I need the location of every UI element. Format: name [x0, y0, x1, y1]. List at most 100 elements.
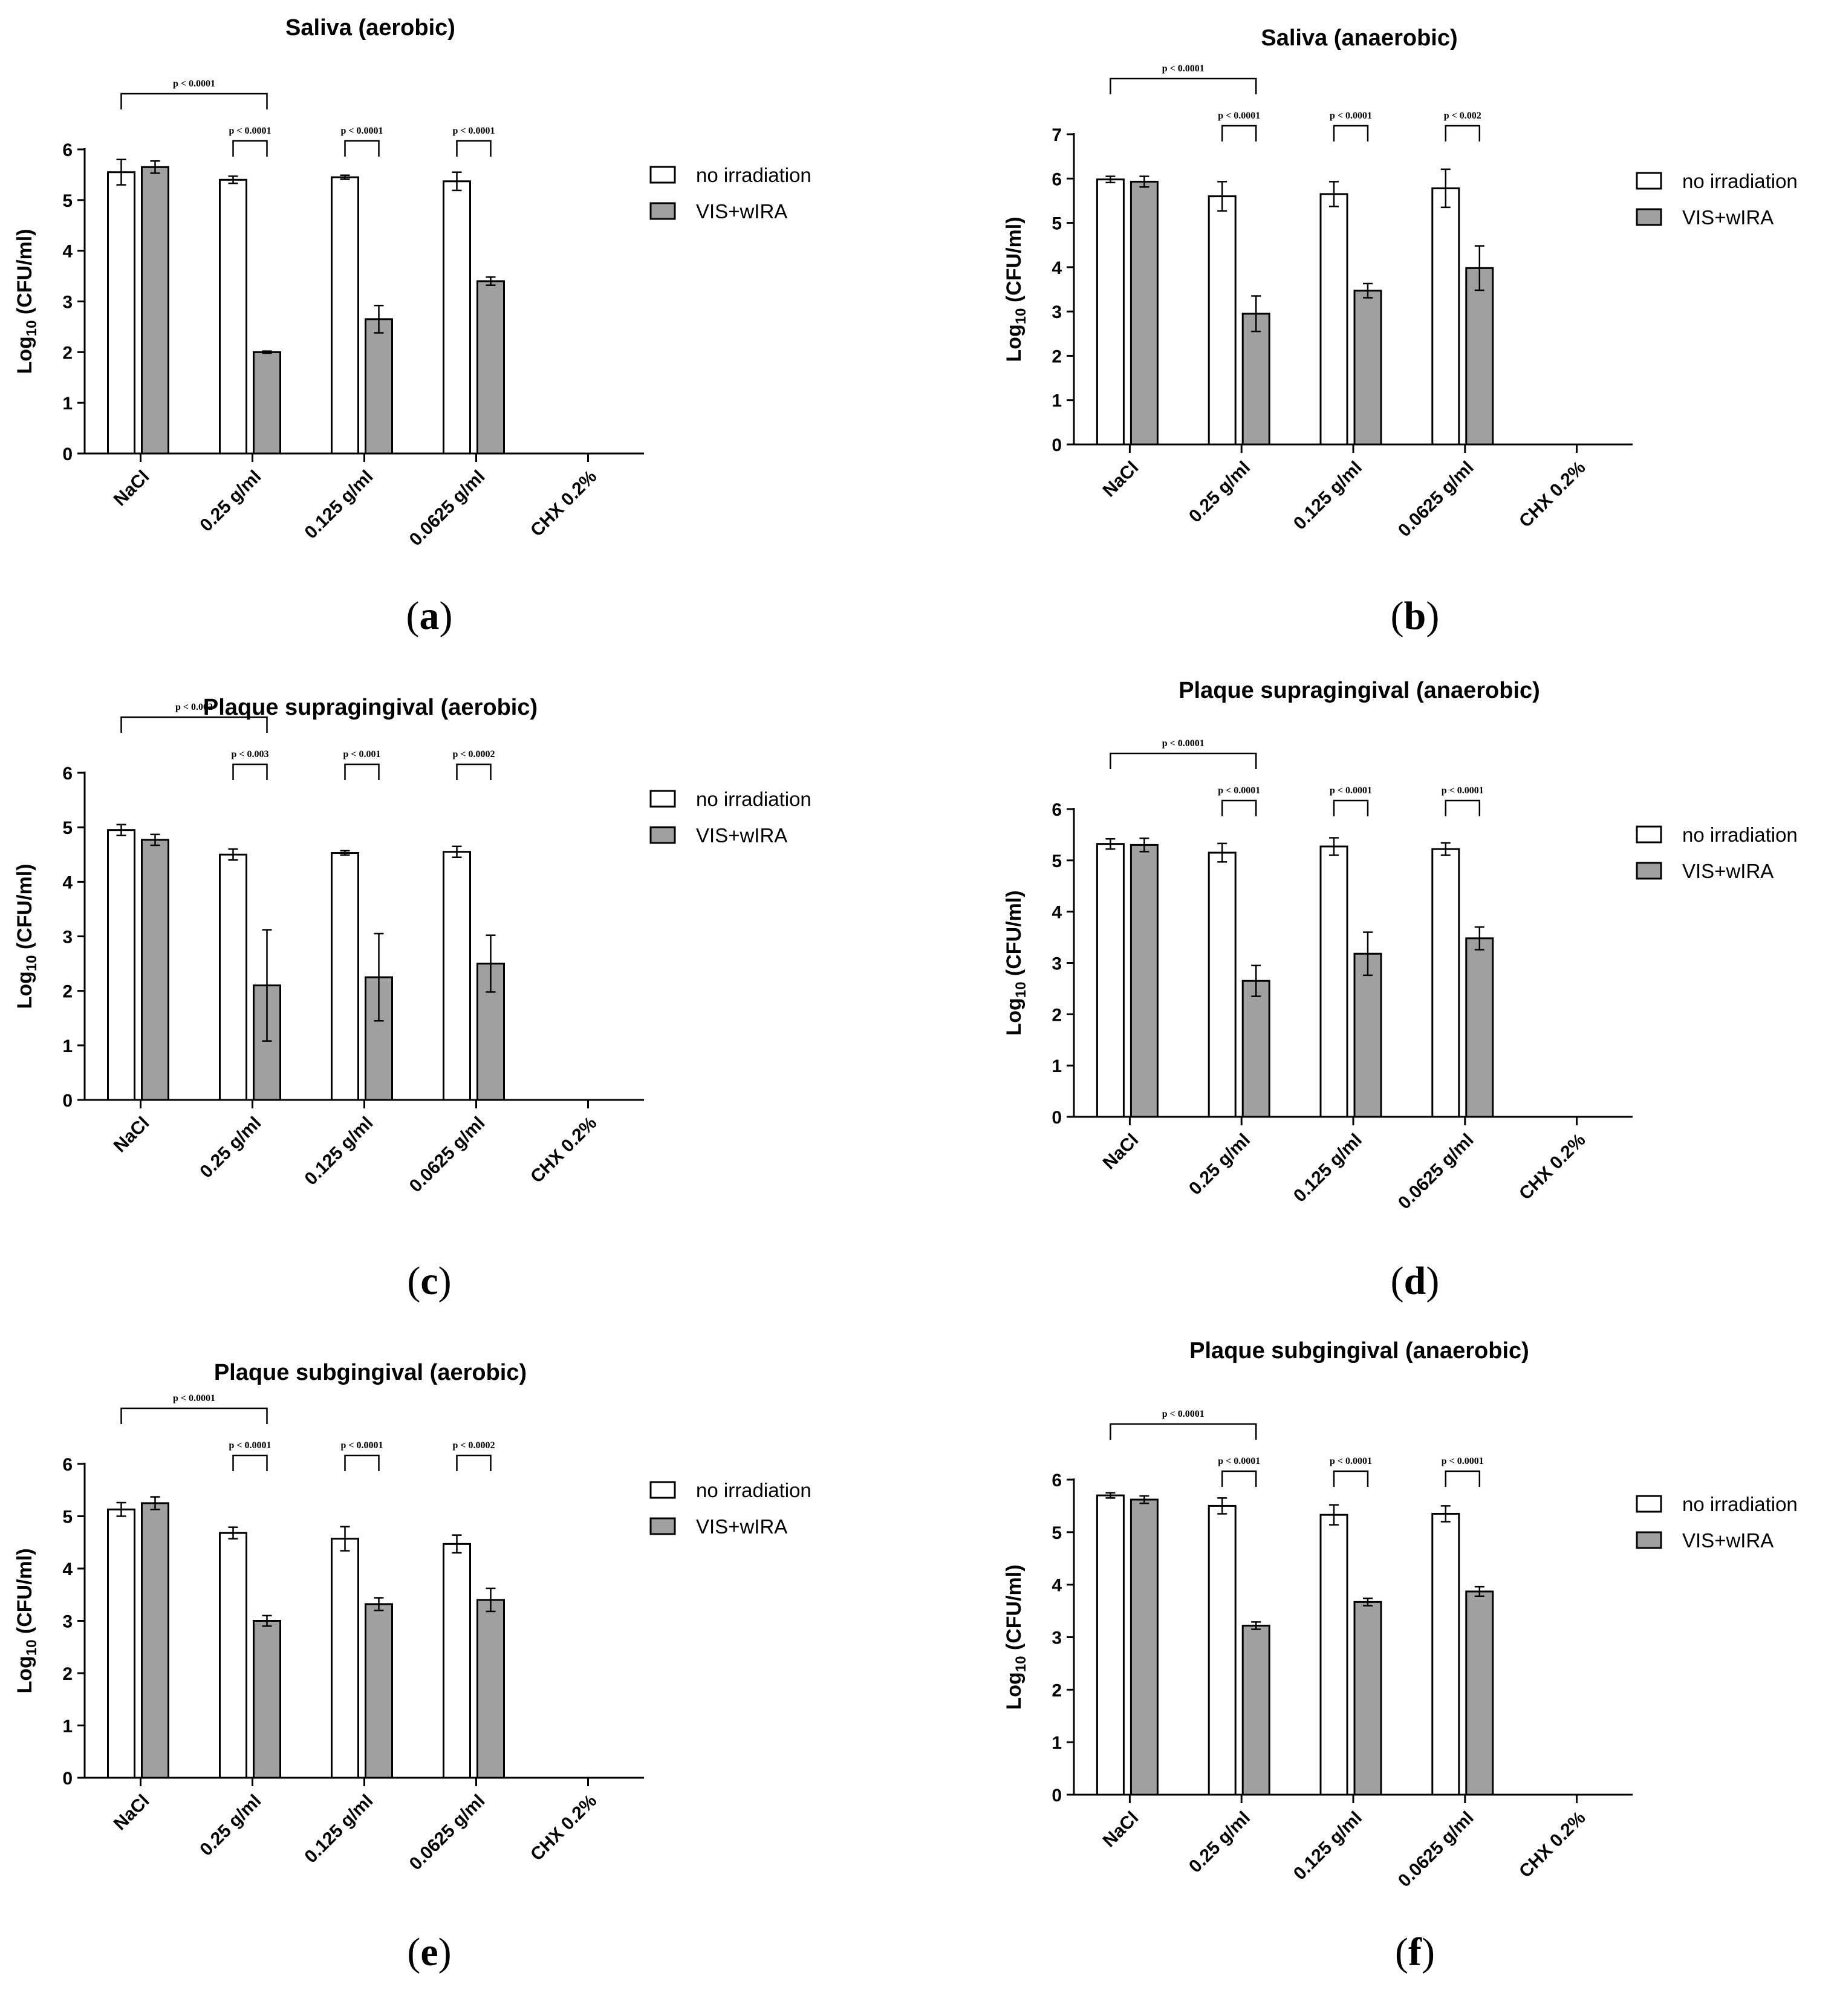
x-tick-label: 0.0625 g/ml — [406, 467, 489, 550]
x-tick-label: CHX 0.2% — [527, 1791, 600, 1865]
p-value-label: p < 0.0001 — [340, 126, 383, 136]
significance-bracket — [1445, 1470, 1481, 1487]
p-value-label: p < 0.0002 — [452, 1440, 495, 1451]
legend-label: VIS+wIRA — [1682, 206, 1774, 229]
y-tick-label: 2 — [62, 1664, 73, 1684]
legend-swatch — [1636, 208, 1662, 226]
bar-no-irradiation — [1208, 195, 1237, 446]
p-value-label: p < 0.003 — [231, 749, 268, 759]
bar-no-irradiation — [219, 1532, 247, 1779]
chart-panel-d: Plaque supragingival (anaerobic) Log10 (C… — [1003, 678, 1798, 1303]
y-tick-label: 0 — [1052, 435, 1062, 455]
significance-bracket — [1221, 125, 1257, 141]
y-tick-label: 2 — [62, 343, 73, 363]
bar-vis-wira — [1130, 180, 1159, 446]
x-tick-label: 0.25 g/ml — [196, 467, 265, 536]
significance-bracket — [1221, 799, 1257, 816]
y-tick-label: 6 — [1052, 800, 1062, 820]
bar-no-irradiation — [1208, 1504, 1237, 1796]
chart-panel-a: Saliva (aerobic) Log10 (CFU/ml) 0 1 2 3 4 5 6 NaC… — [13, 15, 811, 638]
y-tick-label: 3 — [62, 293, 73, 313]
bar-vis-wira — [1465, 1590, 1494, 1796]
p-value-label: p < 0.002 — [175, 702, 213, 712]
bar-no-irradiation — [331, 852, 359, 1101]
bar-vis-wira — [365, 318, 393, 455]
y-tick-label: 4 — [1052, 903, 1062, 923]
significance-bracket — [120, 1407, 268, 1424]
x-tick-label: NaCl — [1099, 1808, 1143, 1852]
significance-bracket — [344, 1454, 380, 1471]
significance-bracket — [456, 763, 492, 780]
y-tick-label: 6 — [1052, 169, 1062, 189]
y-axis-label: Log10 (CFU/ml) — [1003, 1564, 1029, 1709]
significance-bracket — [1333, 799, 1369, 816]
bar-vis-wira — [476, 1599, 505, 1779]
significance-bracket — [232, 763, 268, 780]
legend-label: no irradiation — [1682, 824, 1798, 846]
x-tick-label: 0.125 g/ml — [1290, 1808, 1366, 1884]
y-tick-label: 1 — [1052, 1056, 1062, 1076]
y-axis-label: Log10 (CFU/ml) — [1003, 216, 1029, 362]
x-tick-label: 0.125 g/ml — [1290, 458, 1366, 534]
significance-bracket — [232, 1454, 268, 1471]
bar-no-irradiation — [443, 851, 471, 1101]
p-value-label: p < 0.0001 — [340, 1440, 383, 1451]
y-tick-label: 2 — [1052, 1005, 1062, 1025]
bar-vis-wira — [1130, 844, 1159, 1118]
y-axis-label: Log10 (CFU/ml) — [13, 229, 40, 374]
bar-vis-wira — [1241, 980, 1270, 1118]
legend-label: VIS+wIRA — [1682, 860, 1774, 882]
chart-title: Plaque subgingival (anaerobic) — [1189, 1338, 1529, 1364]
x-tick-label: 0.25 g/ml — [196, 1791, 265, 1860]
bar-no-irradiation — [219, 853, 247, 1101]
bar-no-irradiation — [107, 1508, 135, 1779]
x-tick-label: 0.125 g/ml — [301, 1113, 377, 1189]
x-tick-label: 0.25 g/ml — [1185, 1130, 1254, 1199]
bar-vis-wira — [476, 280, 505, 455]
bar-vis-wira — [1241, 313, 1270, 446]
chart-panel-c: Plaque supragingival (aerobic) Log10 (CFU… — [13, 695, 811, 1303]
bar-no-irradiation — [1096, 1494, 1125, 1796]
x-tick-label: 0.25 g/ml — [196, 1113, 265, 1182]
p-value-label: p < 0.0001 — [229, 1440, 271, 1451]
legend-swatch — [649, 826, 676, 844]
y-tick-label: 5 — [1052, 851, 1062, 871]
y-tick-label: 5 — [62, 191, 73, 211]
x-tick-label: 0.0625 g/ml — [406, 1791, 489, 1875]
p-value-label: p < 0.0001 — [1218, 1456, 1260, 1466]
panel-label: (d) — [1391, 1259, 1440, 1303]
bar-vis-wira — [253, 351, 281, 455]
panel-label: (f) — [1395, 1930, 1435, 1974]
bar-no-irradiation — [107, 171, 135, 455]
x-tick-label: CHX 0.2% — [1515, 458, 1589, 532]
x-tick-label: CHX 0.2% — [1515, 1130, 1589, 1204]
y-tick-label: 6 — [1052, 1471, 1062, 1491]
bar-no-irradiation — [331, 1538, 359, 1779]
chart-panel-b: Saliva (anaerobic) Log10 (CFU/ml) 0 1 2 3 4 5 6 7… — [1003, 25, 1798, 638]
p-value-label: p < 0.0001 — [1218, 785, 1260, 796]
x-tick-label: CHX 0.2% — [1515, 1808, 1589, 1882]
p-value-label: p < 0.0001 — [173, 1393, 215, 1403]
legend-swatch — [649, 166, 676, 184]
y-tick-label: 4 — [62, 1559, 73, 1579]
panel-label: (e) — [407, 1930, 451, 1974]
bar-vis-wira — [141, 839, 169, 1101]
significance-bracket — [120, 716, 268, 733]
legend-swatch — [1636, 1495, 1662, 1513]
y-tick-label: 3 — [1052, 954, 1062, 974]
significance-bracket — [1110, 1423, 1257, 1440]
x-tick-label: 0.0625 g/ml — [1394, 1808, 1478, 1891]
p-value-label: p < 0.0001 — [1330, 111, 1372, 121]
y-tick-label: 6 — [62, 764, 73, 784]
x-tick-label: NaCl — [110, 1113, 154, 1157]
significance-bracket — [1333, 1470, 1369, 1487]
y-tick-label: 7 — [1052, 125, 1062, 145]
significance-bracket — [1110, 752, 1257, 769]
bar-no-irradiation — [1431, 848, 1460, 1118]
significance-bracket — [1445, 125, 1481, 141]
y-tick-label: 5 — [1052, 1523, 1062, 1543]
p-value-label: p < 0.0002 — [452, 749, 495, 759]
significance-bracket — [1110, 77, 1257, 94]
bar-no-irradiation — [443, 1543, 471, 1779]
